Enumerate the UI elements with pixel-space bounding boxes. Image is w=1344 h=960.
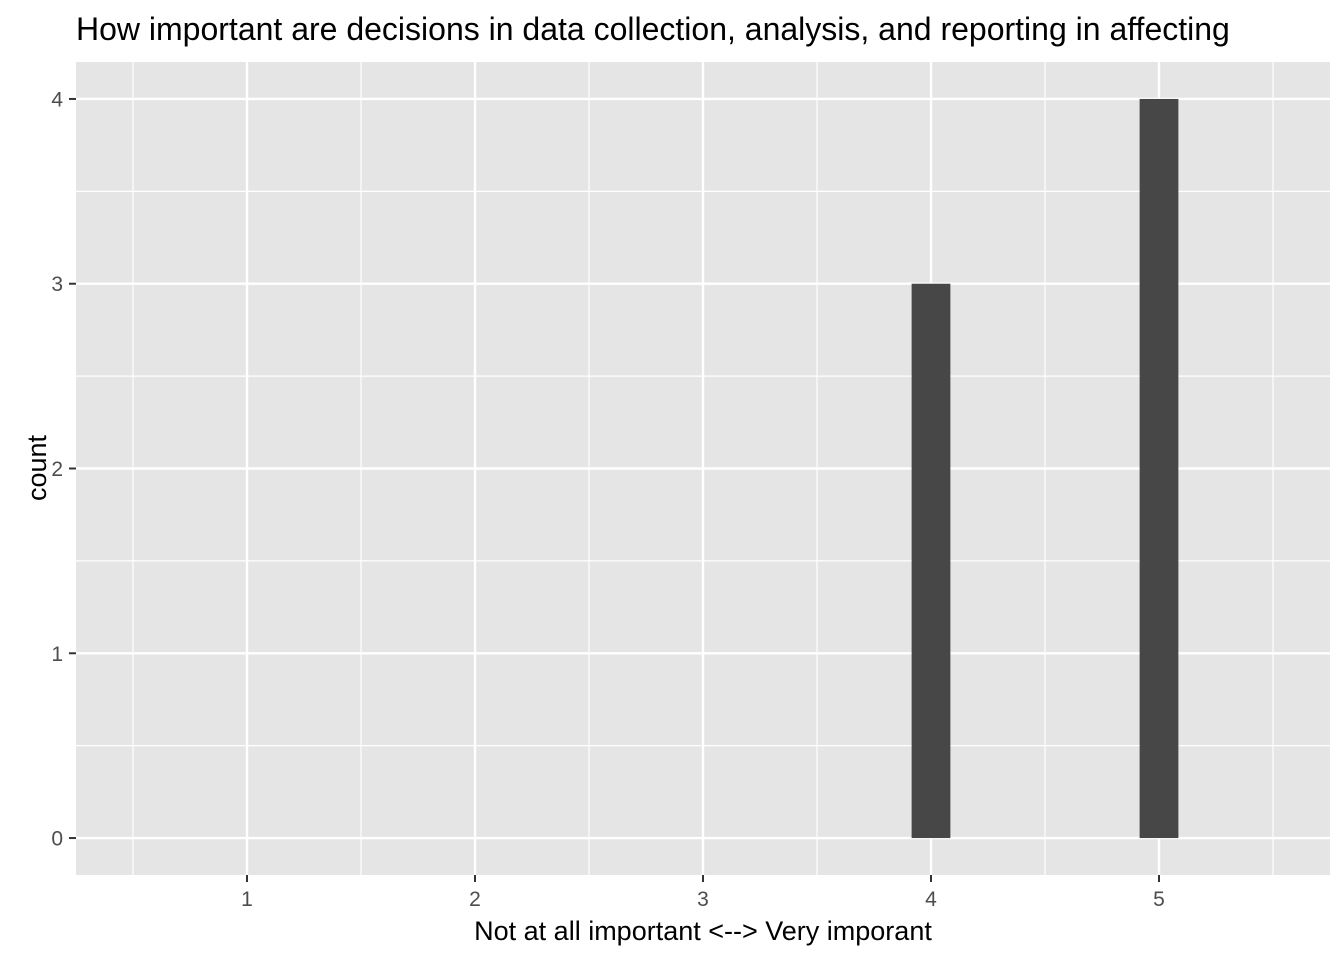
y-axis-title: count [22,434,52,501]
chart-title: How important are decisions in data coll… [76,11,1230,47]
y-tick-label: 3 [51,273,63,296]
x-tick-label: 2 [469,888,481,911]
bars [911,98,1179,839]
y-axis: 0 1 2 3 4 [51,88,76,851]
y-tick-label: 0 [51,828,63,851]
x-axis: 1 2 3 4 5 [241,875,1165,911]
x-tick-label: 5 [1153,888,1165,911]
x-tick-label: 4 [925,888,937,911]
y-tick-label: 2 [51,458,63,481]
y-tick-label: 4 [51,88,63,111]
x-axis-title: Not at all important <--> Very imporant [474,916,932,946]
y-tick-label: 1 [51,643,63,666]
bar-5 [1139,98,1179,839]
bar-4 [911,283,951,839]
x-tick-label: 3 [697,888,709,911]
x-tick-label: 1 [241,888,253,911]
